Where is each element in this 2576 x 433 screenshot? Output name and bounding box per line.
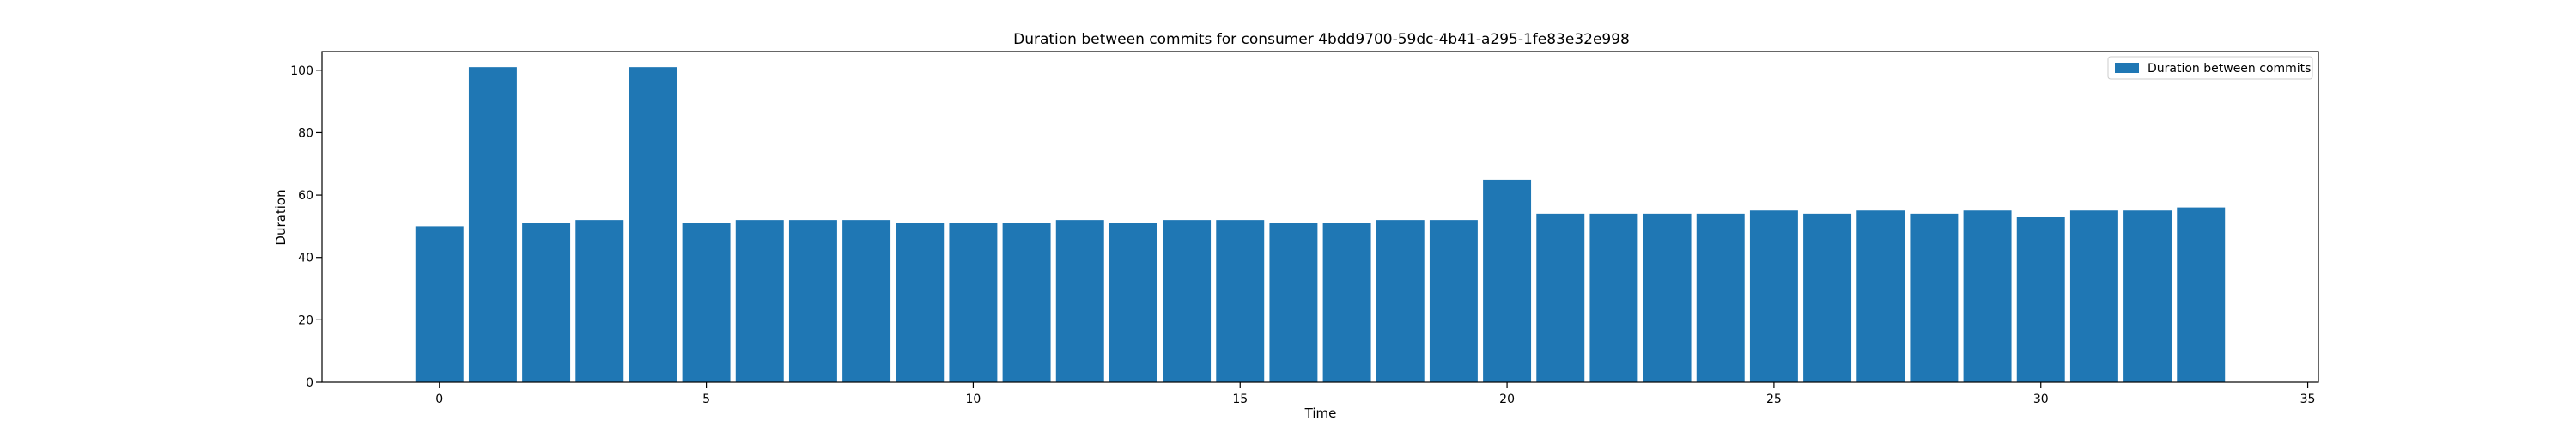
bar-4: [629, 67, 677, 383]
bar-10: [949, 223, 998, 382]
bar-26: [1803, 213, 1852, 382]
x-tick-label: 30: [2033, 393, 2049, 406]
x-axis-label: Time: [1304, 406, 1337, 421]
x-tick-label: 20: [1499, 393, 1515, 406]
bar-17: [1322, 223, 1371, 382]
bar-6: [735, 220, 784, 382]
bar-13: [1109, 223, 1157, 382]
bar-2: [522, 223, 571, 382]
y-tick-label: 100: [290, 64, 313, 78]
bar-16: [1269, 223, 1318, 382]
bar-24: [1696, 213, 1745, 382]
bar-7: [788, 220, 837, 382]
x-tick-label: 10: [966, 393, 981, 406]
x-tick-label: 0: [435, 393, 443, 406]
bar-18: [1376, 220, 1425, 382]
bar-20: [1483, 179, 1532, 382]
y-tick-label: 0: [306, 376, 313, 390]
y-axis-label: Duration: [273, 189, 289, 245]
bar-0: [415, 226, 464, 382]
bar-30: [2016, 216, 2065, 382]
bar-28: [1910, 213, 1959, 382]
bar-15: [1216, 220, 1265, 382]
bar-33: [2177, 207, 2226, 382]
bar-23: [1643, 213, 1692, 382]
bar-31: [2069, 210, 2118, 382]
y-axis-ticks: 0 20 40 60 80 100: [290, 64, 322, 390]
y-tick-label: 60: [298, 189, 313, 203]
bar-1: [468, 67, 517, 383]
bars-layer: [415, 67, 2226, 383]
bar-25: [1749, 210, 1798, 382]
bar-11: [1002, 223, 1051, 382]
x-axis-ticks: 0 5 10 15 20 25 30 35: [435, 382, 2315, 406]
x-tick-label: 35: [2300, 393, 2316, 406]
bar-8: [842, 220, 891, 382]
bar-3: [575, 220, 624, 382]
bar-19: [1429, 220, 1478, 382]
x-tick-label: 25: [1766, 393, 1782, 406]
y-tick-label: 20: [298, 314, 313, 327]
plot-frame: [321, 51, 2319, 383]
bar-32: [2123, 210, 2172, 382]
bar-9: [896, 223, 945, 382]
y-tick-label: 80: [298, 126, 313, 140]
bar-29: [1963, 210, 2012, 382]
bar-21: [1536, 213, 1585, 382]
legend-swatch: [2115, 63, 2139, 73]
bar-27: [1856, 210, 1905, 382]
legend-label: Duration between commits: [2148, 62, 2311, 76]
chart-title: Duration between commits for consumer 4b…: [1013, 31, 1630, 48]
y-tick-label: 40: [298, 252, 313, 265]
legend: Duration between commits: [2107, 56, 2313, 80]
x-tick-label: 15: [1232, 393, 1248, 406]
legend-frame: [2107, 56, 2313, 80]
bar-22: [1589, 213, 1638, 382]
x-tick-label: 5: [702, 393, 710, 406]
bar-12: [1055, 220, 1104, 382]
bar-5: [682, 223, 731, 382]
bar-14: [1163, 220, 1212, 382]
